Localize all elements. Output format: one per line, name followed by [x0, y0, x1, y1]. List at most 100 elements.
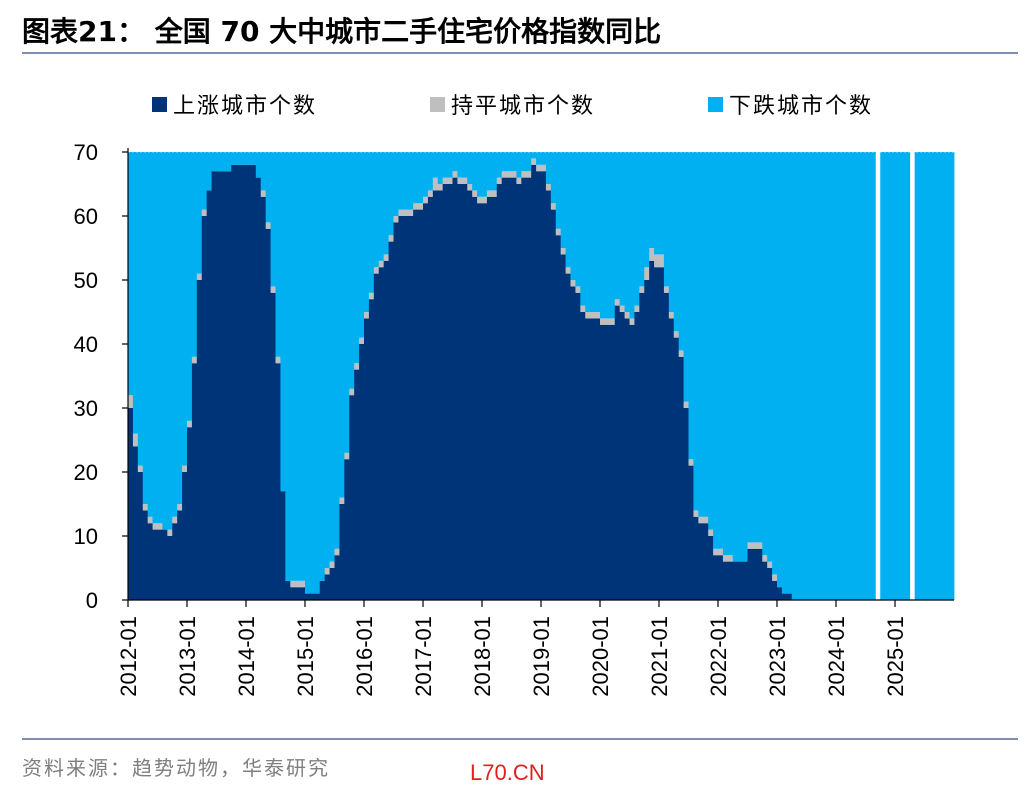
bar-segment-up	[196, 280, 203, 600]
bar-segment-down	[845, 152, 852, 600]
bar-segment-flat	[600, 318, 606, 325]
bar-segment-flat	[595, 312, 601, 319]
bar-segment-down	[732, 152, 739, 562]
bar-segment-up	[531, 164, 537, 601]
bar-segment-up	[496, 184, 503, 600]
bar-segment-down	[398, 152, 404, 210]
bar-segment-up	[408, 216, 414, 600]
bar-segment-flat	[501, 171, 507, 178]
bar-segment-down	[629, 152, 635, 319]
bar-segment-down	[767, 152, 773, 562]
bar-segment-up	[250, 164, 257, 601]
bar-segment-flat	[708, 529, 714, 536]
bar-segment-up	[624, 318, 630, 600]
legend-swatch-flat	[430, 96, 445, 112]
bar-segment-down	[919, 152, 925, 600]
bar-segment-up	[668, 318, 675, 600]
bar-segment-up	[211, 171, 217, 600]
bar-segment-up	[147, 523, 153, 600]
bar-segment-flat	[752, 542, 758, 549]
legend-label-up: 上涨城市个数	[173, 94, 318, 119]
bar-segment-down	[585, 152, 591, 312]
bar-segment-up	[747, 548, 753, 600]
bar-segment-flat	[354, 363, 360, 370]
bar-segment-flat	[565, 267, 571, 274]
bar-segment-down	[432, 152, 439, 178]
bar-segment-up	[354, 369, 360, 600]
bar-segment-down	[250, 152, 257, 165]
bar-segment-up	[467, 190, 473, 600]
bar-segment-up	[777, 587, 783, 600]
bar-segment-down	[668, 152, 675, 312]
bar-segment-up	[718, 555, 724, 600]
bar-segment-flat	[339, 497, 345, 504]
bar-segment-down	[339, 152, 345, 498]
bar-segment-down	[550, 152, 557, 204]
bar-segment-flat	[486, 190, 493, 197]
bar-segment-flat	[442, 177, 448, 184]
bar-segment-down	[383, 152, 389, 255]
x-tick-label: 2022-01	[706, 616, 731, 697]
bar-segment-down	[486, 152, 493, 191]
bar-segment-down	[137, 152, 144, 466]
bar-segment-up	[290, 587, 296, 600]
bar-segment-up	[398, 216, 404, 600]
bar-segment-up	[565, 273, 571, 600]
bar-segment-flat	[767, 561, 773, 568]
bar-segment-up	[644, 280, 650, 600]
bar-segment-down	[757, 152, 763, 543]
bar-segment-flat	[462, 177, 468, 184]
bar-segment-up	[629, 324, 635, 600]
bar-segment-down	[157, 152, 163, 524]
bar-segment-down	[904, 152, 911, 600]
bar-segment-down	[132, 152, 139, 434]
bar-segment-up	[191, 363, 198, 600]
bar-segment-up	[526, 177, 532, 600]
bar-segment-up	[226, 171, 232, 600]
bar-segment-down	[427, 152, 434, 191]
bar-segment-flat	[560, 248, 566, 255]
bar-segment-down	[614, 152, 621, 300]
bar-segment-down	[747, 152, 753, 543]
bar-segment-up	[737, 561, 743, 600]
bar-segment-up	[762, 561, 768, 600]
bar-segment-down	[128, 152, 134, 396]
x-tick-label: 2015-01	[293, 616, 318, 697]
bar-segment-down	[477, 152, 483, 197]
bar-segment-up	[275, 363, 281, 600]
bar-segment-flat	[432, 177, 439, 191]
bar-segment-up	[609, 324, 616, 600]
bar-segment-flat	[172, 516, 178, 524]
bar-segment-flat	[260, 190, 267, 197]
bar-segment-up	[585, 318, 591, 600]
bar-segment-down	[260, 152, 267, 191]
bar-segment-down	[885, 152, 891, 600]
bar-segment-up	[654, 267, 660, 600]
bar-segment-down	[649, 152, 655, 248]
legend-label-down: 下跌城市个数	[729, 94, 874, 119]
bar-segment-flat	[570, 280, 576, 287]
bar-segment-up	[580, 312, 586, 600]
bar-segment-down	[727, 152, 734, 556]
bar-segment-up	[319, 580, 326, 600]
y-tick-label: 0	[86, 588, 98, 613]
bar-segment-up	[693, 516, 699, 600]
bar-segment-down	[737, 152, 743, 562]
bar-segment-down	[772, 152, 778, 575]
bar-segment-down	[850, 152, 857, 600]
bar-segment-down	[231, 152, 237, 165]
bar-segment-flat	[545, 184, 552, 191]
chart-title: 图表21： 全国 70 大中城市二手住宅价格指数同比	[22, 15, 662, 48]
bar-segment-up	[285, 580, 291, 600]
bar-segment-flat	[408, 209, 414, 216]
x-tick-label: 2014-01	[234, 616, 259, 697]
bar-segment-up	[187, 427, 193, 600]
bar-segment-up	[403, 216, 409, 600]
bar-segment-up	[457, 184, 463, 600]
bar-segment-down	[359, 152, 365, 338]
bar-segment-down	[442, 152, 448, 178]
source-note: 资料来源：趋势动物，华泰研究	[22, 756, 330, 780]
bar-segment-flat	[634, 305, 640, 312]
bar-segment-up	[393, 222, 399, 600]
bar-segment-up	[413, 209, 419, 600]
